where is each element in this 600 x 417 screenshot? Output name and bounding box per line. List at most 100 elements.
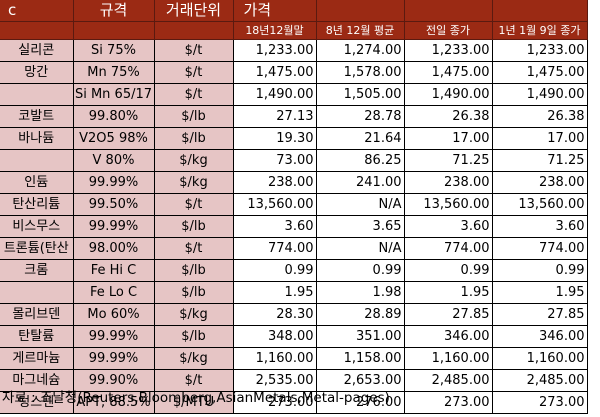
trade-unit: $/kg xyxy=(154,171,234,194)
trade-unit: $/MTU xyxy=(154,391,234,414)
price-dec-avg: 1,158.00 xyxy=(316,347,405,370)
metal-spec: V 80% xyxy=(73,149,155,172)
price-table: c 규격 거래단위 가격 18년12월말 8년 12월 평균 전일 종가 1년 … xyxy=(0,0,588,414)
table-row: Fe Lo C $/lb 1.95 1.98 1.95 1.95 xyxy=(0,281,588,304)
price-dec-end: 1,160.00 xyxy=(233,347,317,370)
trade-unit: $/lb xyxy=(154,281,234,304)
trade-unit: $/lb xyxy=(154,325,234,348)
price-prev-close: 0.99 xyxy=(404,259,493,282)
metal-name: 트론튬(탄산 xyxy=(0,237,74,260)
price-dec-avg: 28.78 xyxy=(316,105,405,128)
price-jan9: 774.00 xyxy=(492,237,588,260)
trade-unit: $/kg xyxy=(154,347,234,370)
subheader-jan9: 1년 1월 9일 종가 xyxy=(492,21,588,40)
metal-name xyxy=(0,149,74,172)
table-row: V 80% $/kg 73.00 86.25 71.25 71.25 xyxy=(0,149,588,172)
header-price: 가격 xyxy=(233,0,317,22)
price-dec-avg: 3.65 xyxy=(316,215,405,238)
table-row: 마그네슘 99.90% $/t 2,535.00 2,653.00 2,485.… xyxy=(0,369,588,392)
metal-spec: 98.00% xyxy=(73,237,155,260)
price-dec-end: 1.95 xyxy=(233,281,317,304)
price-prev-close: 1,475.00 xyxy=(404,61,493,84)
price-dec-end: 774.00 xyxy=(233,237,317,260)
trade-unit: $/t xyxy=(154,237,234,260)
trade-unit: $/t xyxy=(154,39,234,62)
header-spec: 규격 xyxy=(73,0,155,22)
trade-unit: $/t xyxy=(154,193,234,216)
price-jan9: 3.60 xyxy=(492,215,588,238)
header-unit: 거래단위 xyxy=(154,0,234,22)
price-dec-end: 28.30 xyxy=(233,303,317,326)
trade-unit: $/t xyxy=(154,83,234,106)
metal-spec: Si 75% xyxy=(73,39,155,62)
metal-name: 망간 xyxy=(0,61,74,84)
price-jan9: 1,490.00 xyxy=(492,83,588,106)
table-row: 코발트 99.80% $/lb 27.13 28.78 26.38 26.38 xyxy=(0,105,588,128)
price-dec-avg: 1,578.00 xyxy=(316,61,405,84)
metal-spec: Mo 60% xyxy=(73,303,155,326)
metal-name: 게르마늄 xyxy=(0,347,74,370)
price-prev-close: 71.25 xyxy=(404,149,493,172)
metal-spec: 99.50% xyxy=(73,193,155,216)
price-jan9: 71.25 xyxy=(492,149,588,172)
price-dec-end: 348.00 xyxy=(233,325,317,348)
price-jan9: 1,233.00 xyxy=(492,39,588,62)
price-dec-avg: 276.00 xyxy=(316,391,405,414)
trade-unit: $/lb xyxy=(154,105,234,128)
metal-spec: 99.80% xyxy=(73,105,155,128)
metal-name: 탄탈륨 xyxy=(0,325,74,348)
table-row: 게르마늄 99.99% $/kg 1,160.00 1,158.00 1,160… xyxy=(0,347,588,370)
price-dec-avg: 21.64 xyxy=(316,127,405,150)
price-dec-avg: 0.99 xyxy=(316,259,405,282)
price-dec-end: 2,535.00 xyxy=(233,369,317,392)
price-dec-avg: 86.25 xyxy=(316,149,405,172)
subheader-dec-end: 18년12월말 xyxy=(233,21,317,40)
table-row: 실리콘 Si 75% $/t 1,233.00 1,274.00 1,233.0… xyxy=(0,39,588,62)
price-dec-end: 1,233.00 xyxy=(233,39,317,62)
metal-spec: V2O5 98% xyxy=(73,127,155,150)
price-prev-close: 3.60 xyxy=(404,215,493,238)
metal-spec: Si Mn 65/17 xyxy=(73,83,155,106)
price-dec-end: 1,490.00 xyxy=(233,83,317,106)
metal-name: 바나듐 xyxy=(0,127,74,150)
metal-name: 크롬 xyxy=(0,259,74,282)
header-col-c: c xyxy=(0,0,74,22)
metal-name: 실리콘 xyxy=(0,39,74,62)
price-prev-close: 1,160.00 xyxy=(404,347,493,370)
trade-unit: $/t xyxy=(154,61,234,84)
price-jan9: 238.00 xyxy=(492,171,588,194)
price-prev-close: 774.00 xyxy=(404,237,493,260)
metal-spec: 99.99% xyxy=(73,347,155,370)
metal-name xyxy=(0,281,74,304)
metal-spec: Mn 75% xyxy=(73,61,155,84)
price-dec-end: 13,560.00 xyxy=(233,193,317,216)
price-prev-close: 13,560.00 xyxy=(404,193,493,216)
price-dec-end: 3.60 xyxy=(233,215,317,238)
price-dec-end: 73.00 xyxy=(233,149,317,172)
price-dec-avg: 28.89 xyxy=(316,303,405,326)
price-jan9: 27.85 xyxy=(492,303,588,326)
trade-unit: $/t xyxy=(154,369,234,392)
metal-name: 마그네슘 xyxy=(0,369,74,392)
price-dec-avg: N/A xyxy=(316,237,405,260)
table-row: 바나듐 V2O5 98% $/lb 19.30 21.64 17.00 17.0… xyxy=(0,127,588,150)
metal-name: 몰리브덴 xyxy=(0,303,74,326)
table-row: 트론튬(탄산 98.00% $/t 774.00 N/A 774.00 774.… xyxy=(0,237,588,260)
price-dec-avg: N/A xyxy=(316,193,405,216)
price-dec-end: 0.99 xyxy=(233,259,317,282)
trade-unit: $/kg xyxy=(154,303,234,326)
price-jan9: 26.38 xyxy=(492,105,588,128)
price-dec-avg: 1,274.00 xyxy=(316,39,405,62)
price-dec-avg: 1.98 xyxy=(316,281,405,304)
price-prev-close: 238.00 xyxy=(404,171,493,194)
header-row: c 규격 거래단위 가격 xyxy=(0,0,588,22)
metal-name: 탄산리튬 xyxy=(0,193,74,216)
price-prev-close: 2,485.00 xyxy=(404,369,493,392)
metal-name: 비스무스 xyxy=(0,215,74,238)
metal-spec: 99.90% xyxy=(73,369,155,392)
table-row: Si Mn 65/17 $/t 1,490.00 1,505.00 1,490.… xyxy=(0,83,588,106)
table-row: 비스무스 99.99% $/lb 3.60 3.65 3.60 3.60 xyxy=(0,215,588,238)
subheader-dec-avg: 8년 12월 평균 xyxy=(316,21,405,40)
metal-spec: Fe Hi C xyxy=(73,259,155,282)
table-row: 탄산리튬 99.50% $/t 13,560.00 N/A 13,560.00 … xyxy=(0,193,588,216)
